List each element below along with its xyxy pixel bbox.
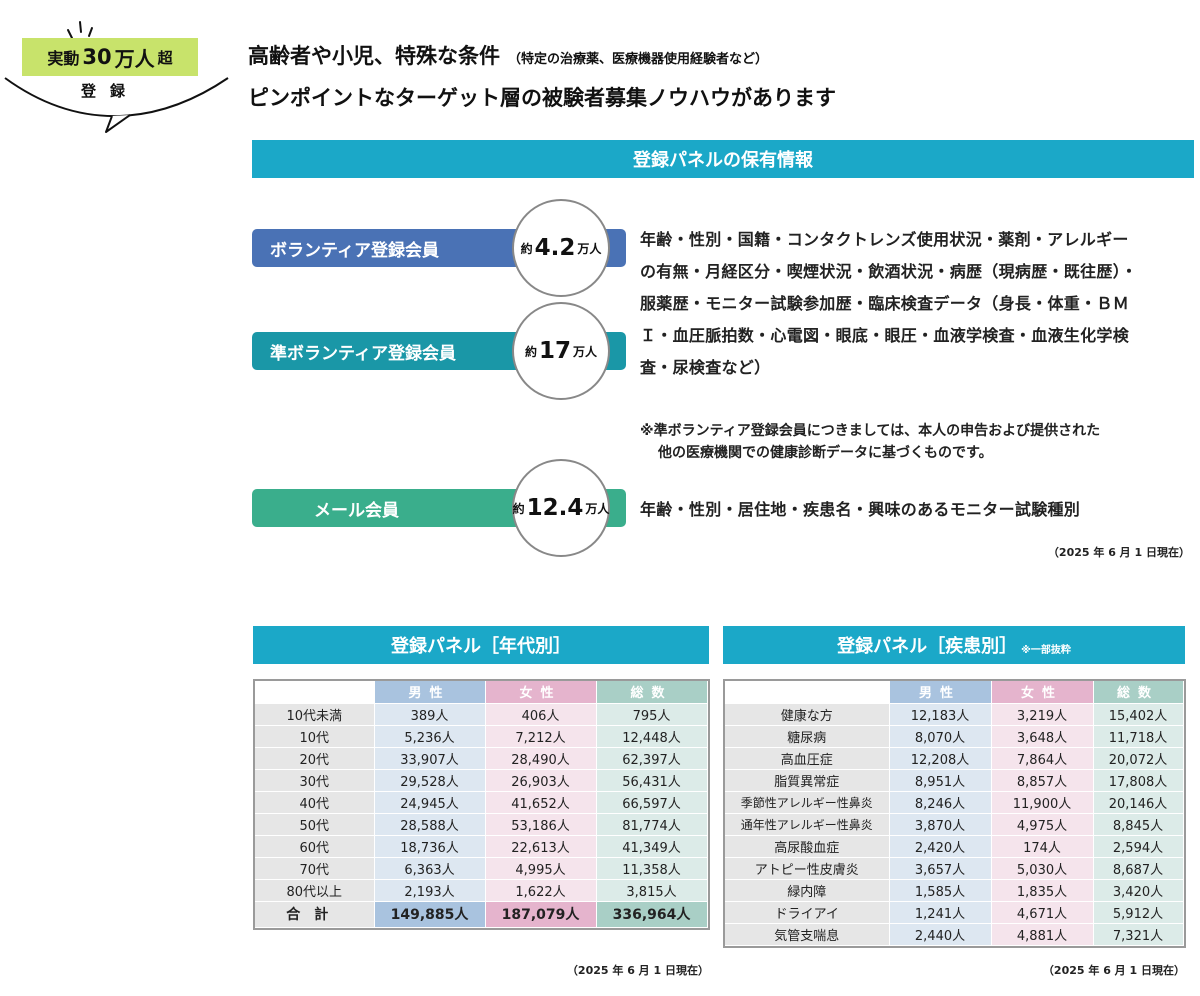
header-female: 女性 [485,681,597,704]
table-row: 季節性アレルギー性鼻炎 8,246人 11,900人 20,146人 [725,791,1184,814]
table-header-row: 男性 女性 総数 [255,681,708,704]
table-row: 脂質異常症 8,951人 8,857人 17,808人 [725,769,1184,792]
table-row: 高血圧症 12,208人 7,864人 20,072人 [725,747,1184,770]
disease-table-title-note: ※一部抜粋 [1021,644,1071,656]
table-row: 糖尿病 8,070人 3,648人 11,718人 [725,725,1184,748]
table-total-row: 合計 149,885人 187,079人 336,964人 [255,901,708,928]
section-title-bar: 登録パネルの保有情報 [252,140,1194,178]
registered-info-description: 年齢・性別・国籍・コンタクトレンズ使用状況・薬剤・アレルギー の有無・月経区分・… [640,230,1138,377]
member-label: メール会員 [314,500,399,521]
header-blank [255,681,375,704]
table-row: ドライアイ 1,241人 4,671人 5,912人 [725,901,1184,924]
table-row: 通年性アレルギー性鼻炎 3,870人 4,975人 8,845人 [725,813,1184,836]
header-blank [725,681,890,704]
badge-suffix: 超 [157,48,173,67]
table-row: 10代 5,236人 7,212人 12,448人 [255,725,708,748]
table-row: 20代 33,907人 28,490人 62,397人 [255,747,708,770]
age-table-title: 登録パネル［年代別］ [253,626,709,664]
badge-unit: 万人 [114,46,155,71]
member-count-circle-mail: 約 12.4 万人 [512,459,610,557]
table-row: アトピー性皮膚炎 3,657人 5,030人 8,687人 [725,857,1184,880]
headline-line1-paren: （特定の治療薬、医療機器使用経験者など） [508,52,769,67]
table-row: 気管支喘息 2,440人 4,881人 7,321人 [725,923,1184,946]
badge-sub-label: 登録 [80,82,139,100]
table-row: 40代 24,945人 41,652人 66,597人 [255,791,708,814]
member-count-circle-volunteer: 約 4.2 万人 [512,199,610,297]
disease-table: 男性 女性 総数 健康な方 12,183人 3,219人 15,402人 糖尿病 8,0… [723,679,1186,948]
headline-line1-main: 高齢者や小児、特殊な条件 [248,44,500,68]
age-table: 男性 女性 総数 10代未満 389人 406人 795人 10代 5,236人 7,21… [253,679,710,930]
table-row: 80代以上 2,193人 1,622人 3,815人 [255,879,708,902]
table-row: 高尿酸血症 2,420人 174人 2,594人 [725,835,1184,858]
header-female: 女性 [991,681,1094,704]
table-row: 10代未満 389人 406人 795人 [255,703,708,726]
member-label: 準ボランティア登録会員 [270,343,456,364]
header-male: 男性 [889,681,992,704]
header-total: 総数 [596,681,708,704]
table-row: 健康な方 12,183人 3,219人 15,402人 [725,703,1184,726]
table-row: 緑内障 1,585人 1,835人 3,420人 [725,879,1184,902]
headline-line1: 高齢者や小児、特殊な条件 （特定の治療薬、医療機器使用経験者など） [248,40,768,70]
headline-line2: ピンポイントなターゲット層の被験者募集ノウハウがあります [248,86,836,110]
table-row: 70代 6,363人 4,995人 11,358人 [255,857,708,880]
table-header-row: 男性 女性 総数 [725,681,1184,704]
semi-volunteer-note: ※準ボランティア登録会員につきましては、本人の申告および提供された 他の医療機関… [640,423,1101,461]
table-row: 30代 29,528人 26,903人 56,431人 [255,769,708,792]
header-male: 男性 [374,681,486,704]
as-of-date-note: （2025 年 6 月 1 日現在） [1047,546,1190,559]
table-row: 60代 18,736人 22,613人 41,349人 [255,835,708,858]
badge-prefix: 実動 [47,49,80,68]
member-label: ボランティア登録会員 [270,240,439,261]
disease-table-title: 登録パネル［疾患別］ ※一部抜粋 [723,626,1185,664]
member-count-circle-semi-volunteer: 約 17 万人 [512,302,610,400]
mail-member-info-description: 年齢・性別・居住地・疾患名・興味のあるモニター試験種別 [640,500,1081,519]
registration-badge: 実動 30 万人 超 [22,38,198,76]
table-row: 50代 28,588人 53,186人 81,774人 [255,813,708,836]
badge-number: 30 [82,45,112,69]
disease-table-date: （2025 年 6 月 1 日現在） [1042,964,1185,977]
age-table-date: （2025 年 6 月 1 日現在） [566,964,709,977]
badge-speech-curve [4,21,229,133]
header-total: 総数 [1093,681,1184,704]
